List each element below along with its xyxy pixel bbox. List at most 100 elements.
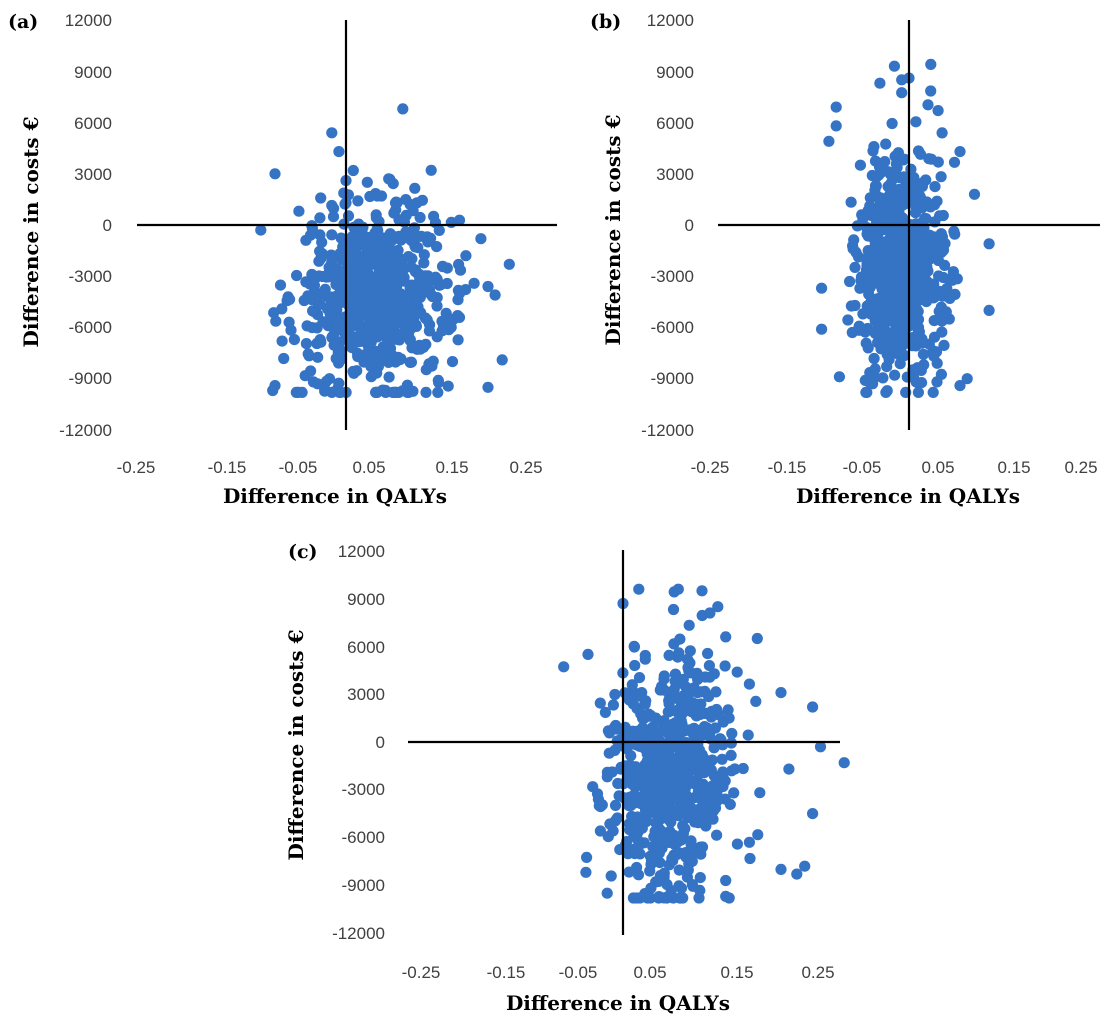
data-point xyxy=(807,701,819,713)
data-point xyxy=(418,249,430,261)
data-point xyxy=(694,816,706,828)
data-point xyxy=(639,697,651,709)
data-point xyxy=(328,202,340,214)
data-point xyxy=(322,320,334,332)
data-point xyxy=(323,261,335,273)
data-point xyxy=(269,168,281,180)
data-point xyxy=(255,224,267,236)
x-tick-label: -0.25 xyxy=(402,963,441,982)
x-tick-label: -0.15 xyxy=(487,963,526,982)
data-point xyxy=(838,757,850,769)
data-point xyxy=(663,649,675,662)
data-point xyxy=(683,619,695,631)
data-point xyxy=(672,651,684,663)
data-point xyxy=(671,848,684,860)
data-point xyxy=(961,373,973,385)
data-point xyxy=(877,265,889,277)
data-point xyxy=(319,283,331,295)
data-point xyxy=(944,292,956,304)
data-point xyxy=(928,243,940,255)
data-point xyxy=(397,103,409,115)
data-point xyxy=(400,292,412,304)
data-point xyxy=(418,257,430,269)
data-point xyxy=(983,238,995,250)
data-point xyxy=(503,258,515,270)
data-point xyxy=(354,328,366,340)
data-point xyxy=(931,376,943,388)
x-tick-label: -0.25 xyxy=(691,458,730,477)
data-point xyxy=(717,768,729,780)
x-tick-labels: -0.25 -0.15 -0.05 0.05 0.15 0.25 xyxy=(402,963,835,982)
data-point xyxy=(877,304,889,316)
data-point xyxy=(868,141,880,153)
data-point xyxy=(928,350,940,362)
data-point xyxy=(862,230,874,242)
data-point xyxy=(698,752,710,764)
data-point xyxy=(922,99,934,111)
data-point xyxy=(433,224,445,236)
data-point xyxy=(869,266,881,278)
data-point xyxy=(307,305,319,317)
x-tick-label: -0.15 xyxy=(208,458,247,477)
data-point xyxy=(316,236,328,248)
y-tick-label: -6000 xyxy=(651,318,694,337)
data-point xyxy=(421,314,433,326)
data-point xyxy=(629,659,641,672)
data-point xyxy=(909,268,921,280)
y-tick-label: 9000 xyxy=(347,590,385,609)
data-point xyxy=(332,318,344,330)
data-point xyxy=(912,386,925,398)
data-point xyxy=(365,361,377,373)
data-point xyxy=(314,212,326,224)
data-point xyxy=(619,729,631,741)
data-point xyxy=(582,648,594,661)
data-point xyxy=(948,156,961,168)
data-point xyxy=(387,230,399,242)
data-point xyxy=(677,892,689,904)
data-point xyxy=(883,353,895,366)
data-point xyxy=(932,105,944,117)
data-point xyxy=(622,848,634,860)
data-point xyxy=(704,607,716,619)
data-point xyxy=(646,778,658,790)
data-point xyxy=(695,848,707,860)
data-point xyxy=(889,369,901,381)
data-point xyxy=(403,315,415,327)
data-point xyxy=(720,631,732,643)
data-point xyxy=(646,731,658,743)
data-point xyxy=(634,892,646,904)
y-tick-label: 3000 xyxy=(347,685,385,704)
data-point xyxy=(720,890,732,903)
data-point xyxy=(874,194,886,206)
scatter-points xyxy=(816,58,995,398)
data-point xyxy=(814,741,827,753)
data-point xyxy=(368,314,380,327)
scatter-points xyxy=(255,103,515,398)
data-point xyxy=(639,796,651,808)
data-point xyxy=(605,870,617,882)
data-point xyxy=(704,671,716,683)
data-point xyxy=(681,653,694,665)
data-point xyxy=(599,706,612,719)
data-point xyxy=(662,706,674,718)
data-point xyxy=(383,320,395,332)
data-point xyxy=(482,381,494,393)
data-point xyxy=(411,197,423,209)
data-point xyxy=(751,632,763,645)
data-point xyxy=(370,386,382,398)
data-point xyxy=(379,296,391,308)
x-tick-label: 0.15 xyxy=(997,458,1030,477)
data-point xyxy=(312,378,324,390)
data-point xyxy=(706,800,719,812)
data-point xyxy=(677,706,689,718)
data-point xyxy=(300,276,312,288)
data-point xyxy=(873,325,885,337)
data-point xyxy=(619,687,631,699)
data-point xyxy=(848,234,860,246)
data-point xyxy=(392,244,404,256)
data-point xyxy=(816,282,828,294)
data-point xyxy=(722,704,734,716)
data-point xyxy=(352,195,364,207)
data-point xyxy=(407,385,419,397)
